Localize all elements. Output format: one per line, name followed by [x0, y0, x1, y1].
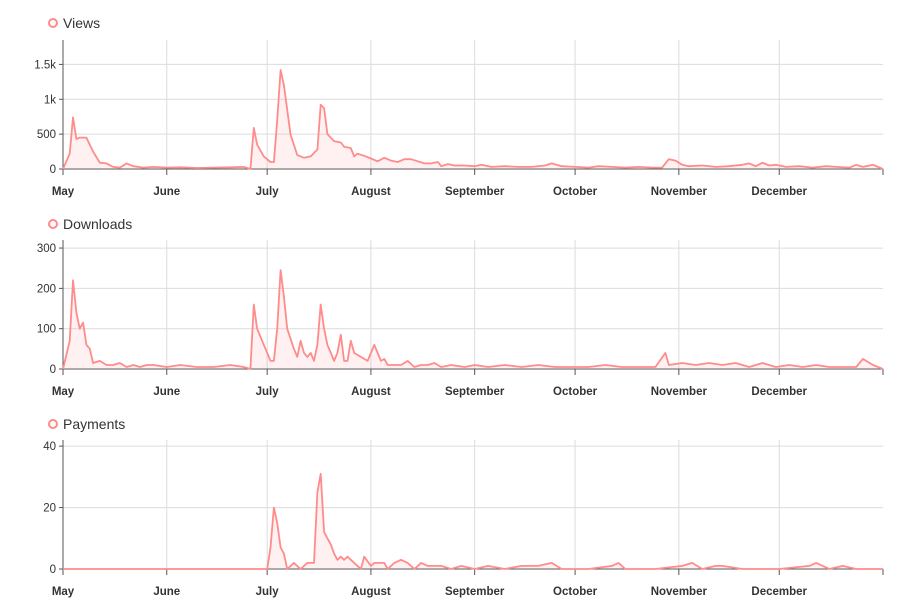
- y-tick-label: 20: [43, 503, 56, 515]
- x-tick-label: October: [553, 386, 598, 398]
- series-line: [63, 472, 883, 570]
- x-tick-label: July: [256, 586, 280, 598]
- x-tick-label: November: [651, 586, 708, 598]
- y-tick-label: 500: [37, 129, 56, 141]
- x-tick-label: October: [553, 186, 598, 198]
- y-tick-label: 40: [43, 441, 56, 453]
- x-tick-label: May: [52, 586, 75, 598]
- y-tick-label: 0: [50, 164, 56, 176]
- legend: Views: [48, 15, 100, 31]
- y-tick-label: 300: [37, 243, 56, 255]
- y-tick-label: 200: [37, 283, 56, 295]
- y-tick-label: 0: [50, 364, 56, 376]
- x-tick-label: June: [153, 186, 180, 198]
- x-tick-label: August: [351, 586, 391, 598]
- x-tick-label: November: [651, 386, 708, 398]
- x-tick-label: September: [445, 586, 505, 598]
- x-tick-label: July: [256, 186, 280, 198]
- chart-panel-downloads: 0 100 200 300 May June July August September Octo…: [37, 216, 884, 398]
- series-area: [63, 270, 883, 369]
- x-tick-label: December: [751, 386, 807, 398]
- x-tick-label: November: [651, 186, 708, 198]
- y-tick-label: 0: [50, 564, 56, 576]
- x-tick-label: May: [52, 186, 75, 198]
- x-tick-label: August: [351, 186, 391, 198]
- x-tick-label: September: [445, 386, 505, 398]
- legend: Downloads: [48, 216, 132, 232]
- y-tick-label: 100: [37, 324, 56, 336]
- legend-marker: [48, 219, 58, 229]
- y-tick-label: 1k: [44, 94, 56, 106]
- legend: Payments: [48, 416, 125, 432]
- chart-panel-payments: 0 20 40 May June July August September October No…: [43, 416, 884, 598]
- x-tick-label: July: [256, 386, 280, 398]
- series-area: [63, 473, 883, 569]
- chart-panel-views: 0 500 1k 1.5k May June July August September Octo…: [34, 15, 884, 198]
- x-tick-label: June: [153, 386, 180, 398]
- x-tick-label: September: [445, 186, 505, 198]
- x-tick-label: December: [751, 586, 807, 598]
- series-line: [62, 269, 884, 370]
- legend-label: Payments: [63, 416, 125, 432]
- y-tick-label: 1.5k: [34, 59, 56, 71]
- x-tick-label: December: [751, 186, 807, 198]
- x-tick-label: June: [153, 586, 180, 598]
- x-tick-label: August: [351, 386, 391, 398]
- series-line: [62, 69, 884, 170]
- legend-label: Downloads: [63, 216, 132, 232]
- legend-marker: [48, 18, 58, 28]
- x-tick-label: May: [52, 386, 75, 398]
- x-tick-label: October: [553, 586, 598, 598]
- legend-marker: [48, 419, 58, 429]
- series-area: [63, 70, 883, 169]
- legend-label: Views: [63, 15, 100, 31]
